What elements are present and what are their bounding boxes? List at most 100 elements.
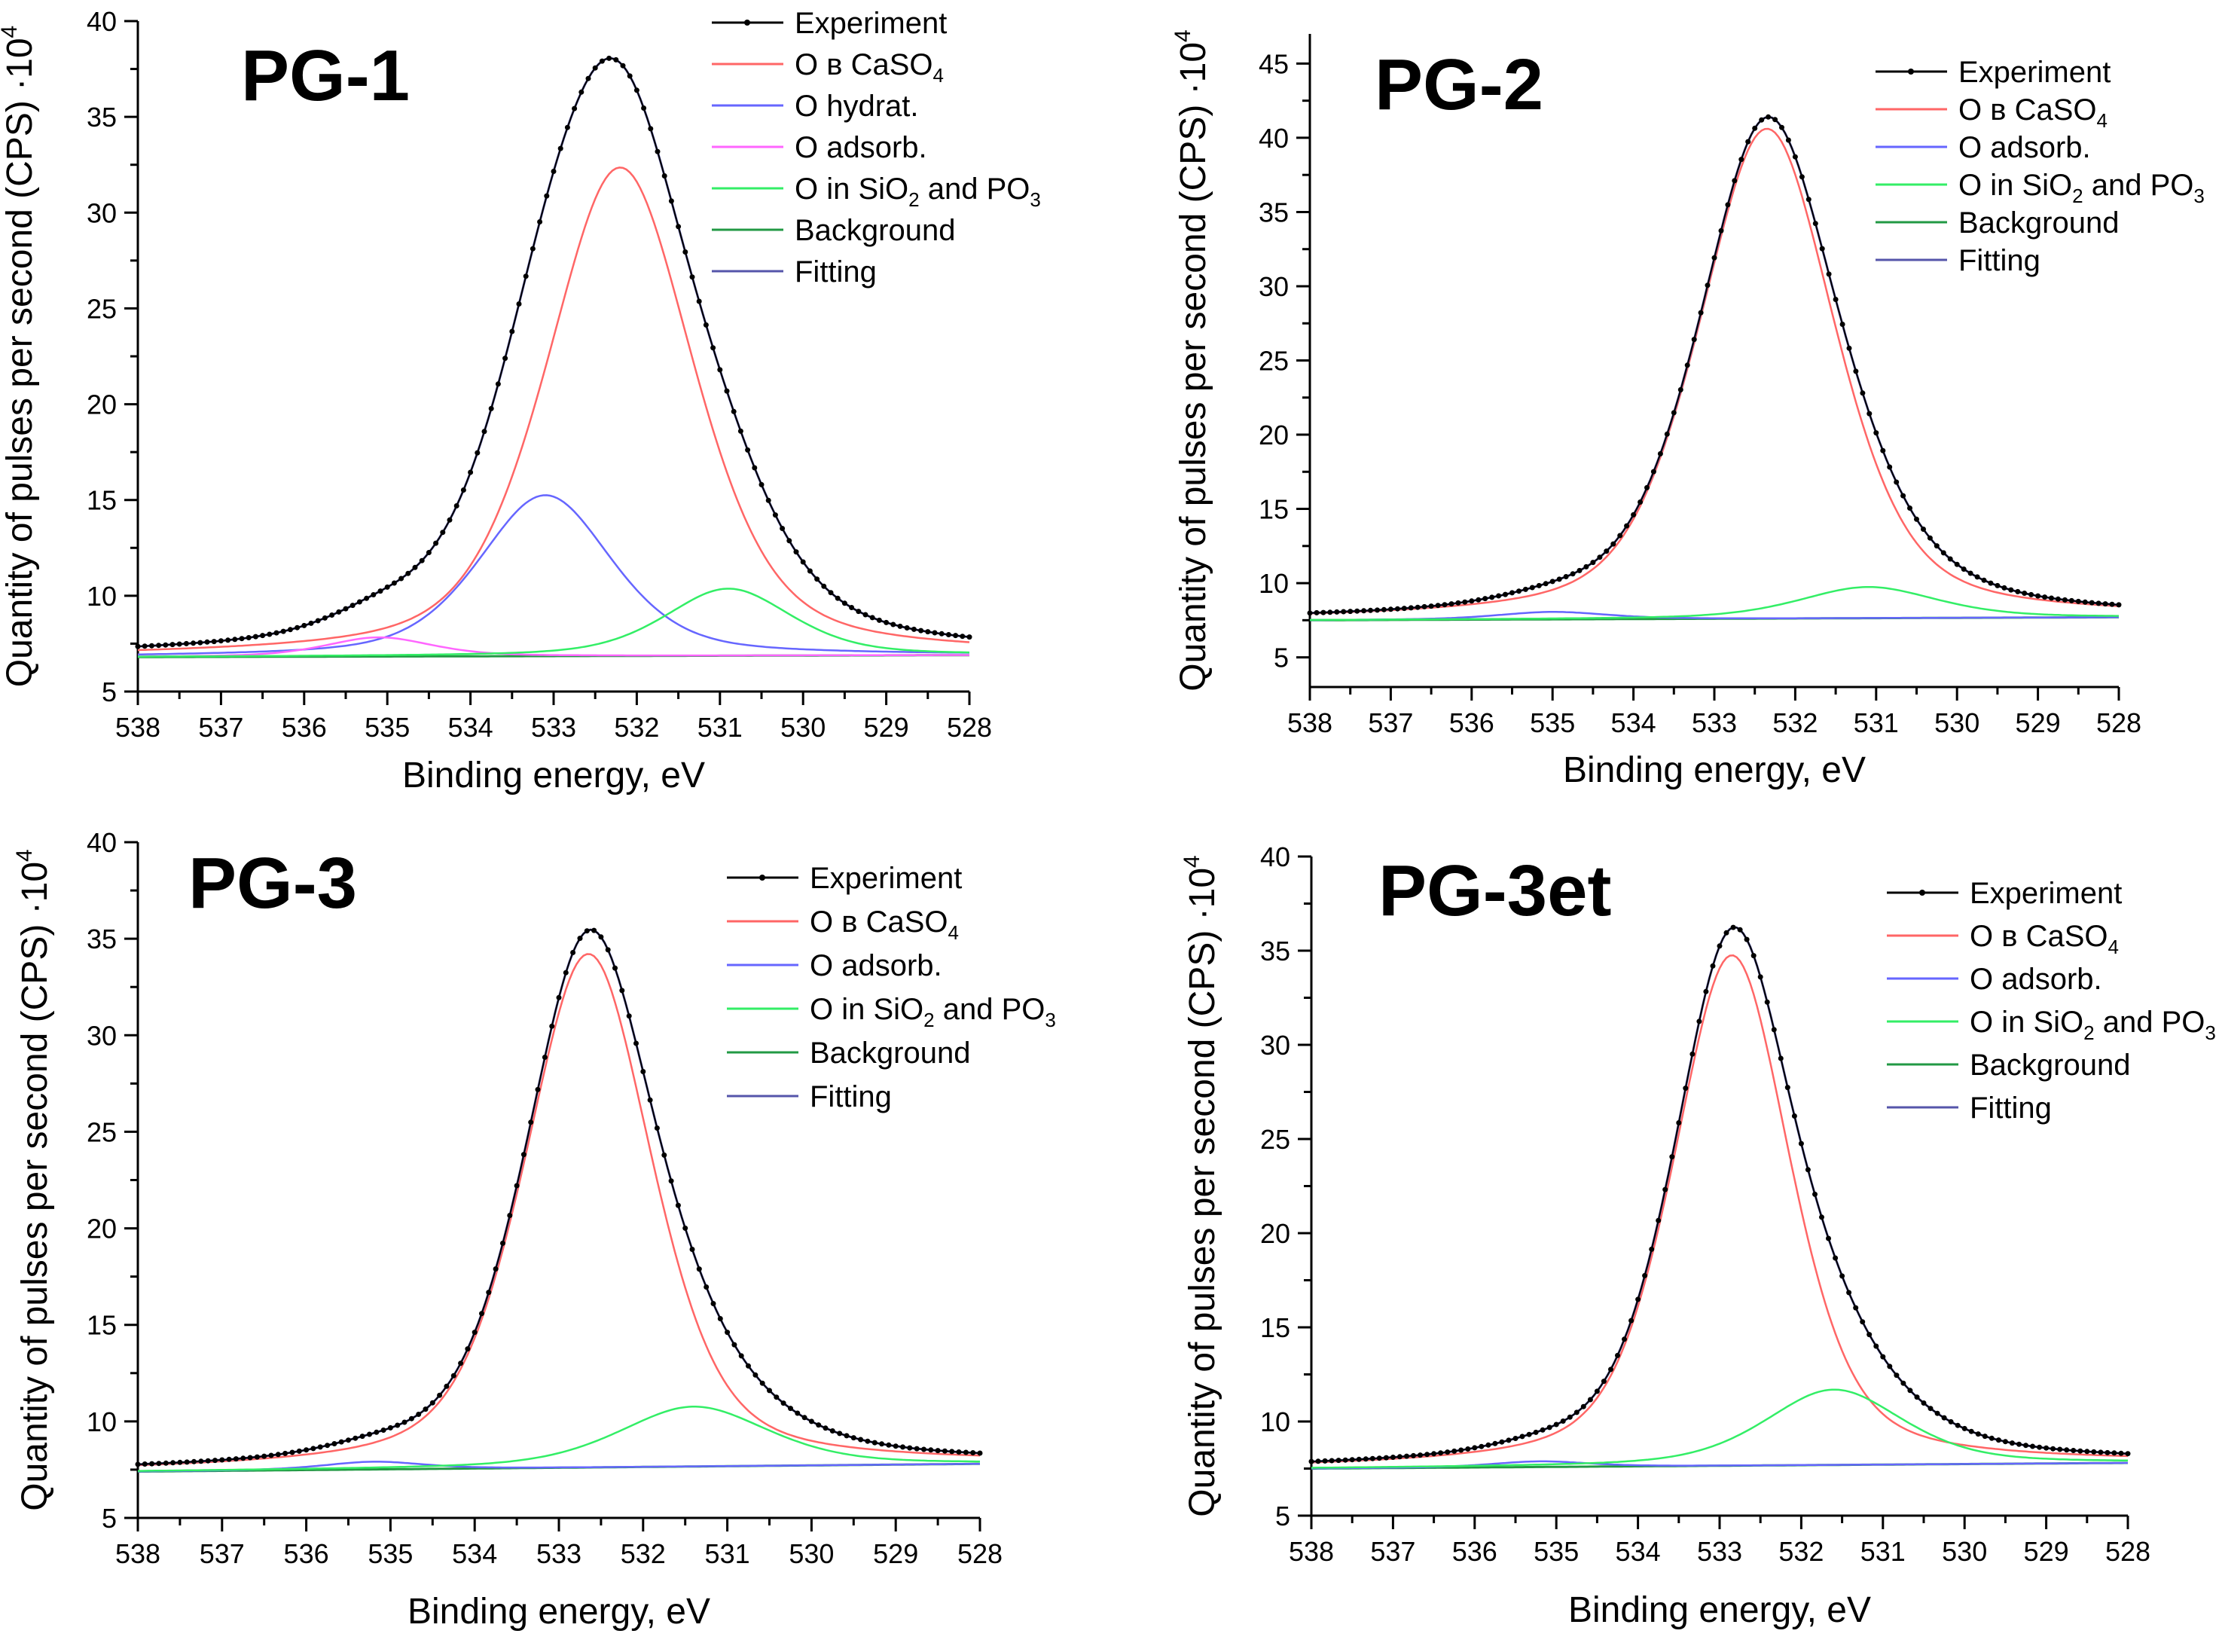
- experiment-point: [871, 1440, 878, 1446]
- experiment-point: [2089, 600, 2095, 606]
- experiment-point: [1396, 1454, 1403, 1460]
- experiment-point: [479, 1311, 484, 1317]
- experiment-point: [2057, 1446, 2063, 1452]
- legend-label-adsorb: O adsorb.: [1970, 963, 2102, 996]
- experiment-point: [1934, 543, 1940, 549]
- experiment-point: [1833, 1255, 1839, 1261]
- experiment-point: [450, 1373, 456, 1379]
- experiment-point: [142, 1461, 148, 1467]
- experiment-point: [1711, 255, 1717, 261]
- experiment-point: [1995, 582, 2001, 588]
- y-tick-label: 5: [102, 1503, 117, 1534]
- experiment-point: [1961, 566, 1967, 572]
- y-axis-title-text: Quantity of pulses per second (CPS) ·10: [15, 862, 55, 1511]
- experiment-point: [423, 1406, 429, 1412]
- experiment-point: [893, 1443, 899, 1449]
- experiment-point: [1536, 582, 1542, 588]
- experiment-point: [696, 1266, 702, 1272]
- experiment-point: [2105, 1449, 2111, 1455]
- experiment-point: [542, 1055, 548, 1060]
- experiment-point: [2084, 1449, 2090, 1455]
- legend-label-sio2: O in SiO2 and PO3: [1970, 1006, 2216, 1044]
- experiment-point: [1628, 1318, 1634, 1324]
- experiment-point: [1445, 1449, 1451, 1455]
- experiment-point: [598, 934, 604, 940]
- experiment-point: [1390, 1455, 1396, 1460]
- experiment-point: [183, 640, 189, 646]
- experiment-point: [1320, 609, 1326, 615]
- experiment-point: [918, 628, 924, 634]
- experiment-point: [648, 126, 654, 132]
- experiment-point: [1967, 570, 1973, 576]
- x-tick-label: 532: [1778, 1536, 1824, 1567]
- x-tick-label: 537: [200, 1538, 245, 1569]
- experiment-point: [897, 623, 903, 629]
- x-tick-label: 531: [697, 712, 743, 743]
- experiment-point: [788, 1406, 793, 1412]
- experiment-point: [1368, 607, 1373, 613]
- experiment-point: [1314, 609, 1320, 615]
- experiment-point: [1750, 953, 1757, 959]
- experiment-point: [1375, 607, 1380, 613]
- experiment-point: [1866, 411, 1873, 417]
- experiment-point: [689, 274, 695, 280]
- y-tick-label: 20: [87, 1214, 117, 1244]
- x-tick-label: 535: [1534, 1536, 1579, 1567]
- legend-label-experiment: Experiment: [810, 862, 962, 895]
- experiment-point: [1522, 586, 1528, 592]
- x-tick-label: 530: [780, 712, 826, 743]
- experiment-point: [599, 58, 605, 64]
- experiment-point: [1791, 1113, 1797, 1119]
- experiment-point: [1732, 178, 1738, 184]
- experiment-point: [2055, 596, 2061, 602]
- experiment-point: [1580, 1403, 1586, 1409]
- experiment-point: [808, 1418, 814, 1425]
- experiment-point: [301, 622, 307, 628]
- experiment-point: [725, 1330, 731, 1336]
- x-tick-label: 538: [1289, 1536, 1334, 1567]
- series-adsorb: [1310, 611, 2119, 621]
- experiment-point: [676, 224, 682, 230]
- experiment-point: [520, 1152, 527, 1158]
- legend-label-fitting: Fitting: [1958, 244, 2040, 277]
- experiment-point: [349, 603, 356, 609]
- experiment-point: [1404, 1453, 1409, 1459]
- experiment-point: [717, 367, 723, 373]
- panel-pg-3: 538 537 536 535 534 533 532 531 530 529 528 5 10 15 20…: [12, 827, 1056, 1632]
- experiment-point: [1995, 1437, 2001, 1443]
- experiment-point: [1988, 580, 1994, 586]
- experiment-point: [488, 405, 494, 411]
- x-tick-label: 534: [452, 1538, 497, 1569]
- experiment-point: [911, 626, 917, 632]
- y-tick-label: 15: [1259, 494, 1289, 525]
- experiment-point: [1853, 368, 1859, 374]
- experiment-point: [828, 590, 834, 596]
- experiment-point: [1676, 1120, 1682, 1125]
- experiment-point: [1779, 124, 1784, 130]
- experiment-point: [977, 1450, 983, 1456]
- x-axis-title: Binding energy, eV: [407, 1592, 710, 1632]
- x-tick-label: 530: [789, 1538, 834, 1569]
- y-tick-label: 5: [1274, 643, 1289, 673]
- experiment-point: [1880, 447, 1886, 453]
- y-axis-title: Quantity of pulses per second (CPS) ·104: [0, 26, 40, 687]
- experiment-point: [1341, 609, 1347, 615]
- x-tick-label: 534: [1616, 1536, 1661, 1567]
- experiment-point: [481, 429, 487, 435]
- experiment-point: [233, 1456, 239, 1462]
- experiment-point: [1622, 1336, 1627, 1342]
- experiment-point: [1489, 594, 1495, 600]
- y-tick-label: 20: [87, 389, 117, 420]
- experiment-point: [1509, 590, 1515, 596]
- experiment-point: [1880, 1354, 1886, 1360]
- experiment-point: [1744, 936, 1750, 942]
- x-tick-label: 534: [448, 712, 493, 743]
- experiment-point: [2023, 1443, 2028, 1449]
- experiment-point: [1846, 345, 1852, 351]
- experiment-point: [401, 1419, 407, 1425]
- experiment-point: [800, 559, 806, 565]
- experiment-point: [197, 640, 203, 646]
- experiment-point: [1458, 1447, 1464, 1453]
- experiment-point: [267, 631, 273, 637]
